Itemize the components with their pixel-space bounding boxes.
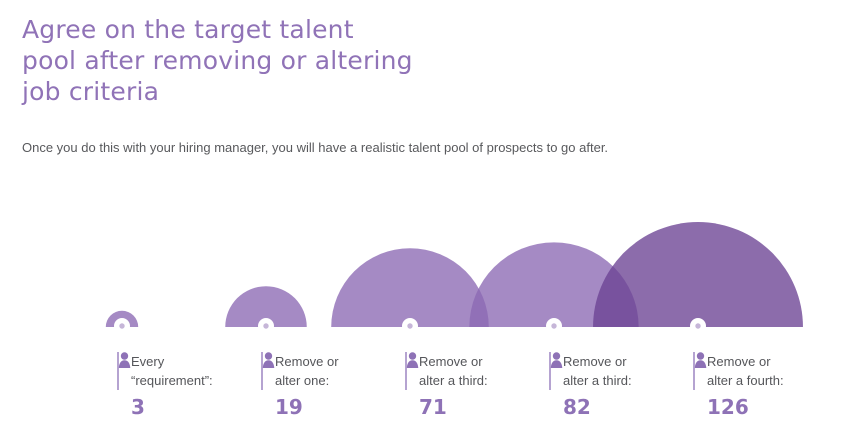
- talent-pool-bubble-4: [593, 222, 803, 327]
- count-row: 19: [261, 352, 401, 419]
- label-column-1: Remove or alter one: 19: [261, 352, 401, 419]
- bubble-chart-canvas: [105, 222, 803, 329]
- label-column-4: Remove or alter a fourth: 126: [693, 352, 833, 419]
- category-label: Every “requirement”:: [117, 352, 257, 390]
- count-value: 71: [419, 395, 447, 419]
- person-icon: [262, 352, 275, 368]
- person-icon: [406, 352, 419, 368]
- bubble-center-dot: [119, 323, 125, 329]
- label-column-0: Every “requirement”: 3: [117, 352, 257, 419]
- count-row: 71: [405, 352, 545, 419]
- category-label: Remove or alter one:: [261, 352, 401, 390]
- count-row: 3: [117, 352, 257, 419]
- category-label: Remove or alter a third:: [405, 352, 545, 390]
- count-value: 3: [131, 395, 145, 419]
- count-value: 126: [707, 395, 749, 419]
- count-row: 82: [549, 352, 689, 419]
- count-value: 19: [275, 395, 303, 419]
- count-value: 82: [563, 395, 591, 419]
- bubble-center-dot: [407, 323, 413, 329]
- page-title-line: pool after removing or altering: [22, 46, 413, 75]
- bubble-center-dot: [695, 323, 701, 329]
- page-title-line: Agree on the target talent: [22, 15, 354, 44]
- talent-pool-bubble-2: [331, 248, 489, 327]
- page-title-line: job criteria: [22, 77, 160, 106]
- bubble-center-dot: [551, 323, 557, 329]
- label-column-3: Remove or alter a third: 82: [549, 352, 689, 419]
- label-column-2: Remove or alter a third: 71: [405, 352, 545, 419]
- bubble-center-dot: [263, 323, 269, 329]
- person-icon: [118, 352, 131, 368]
- page-title: Agree on the target talent pool after re…: [22, 14, 413, 107]
- person-icon: [550, 352, 563, 368]
- count-row: 126: [693, 352, 833, 419]
- page-subtitle: Once you do this with your hiring manage…: [22, 140, 609, 155]
- talent-pool-bubble-1: [225, 286, 307, 327]
- category-label: Remove or alter a fourth:: [693, 352, 833, 390]
- person-icon: [694, 352, 707, 368]
- category-label: Remove or alter a third:: [549, 352, 689, 390]
